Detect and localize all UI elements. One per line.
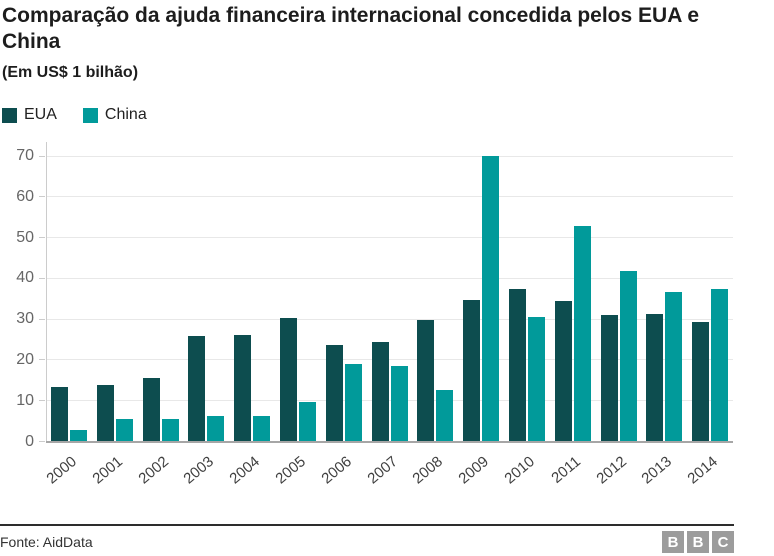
- y-axis-label-50: 50: [16, 228, 34, 246]
- y-axis-label-60: 60: [16, 187, 34, 205]
- bar-eua-2008: [417, 319, 435, 442]
- bar-eua-2000: [50, 386, 68, 442]
- x-axis-label-2002: 2002: [134, 452, 172, 487]
- x-axis-label-2009: 2009: [455, 452, 493, 487]
- bar-eua-2006: [325, 344, 343, 442]
- x-axis-label-2010: 2010: [501, 452, 538, 487]
- gridline-10: [46, 400, 733, 402]
- chart: 0 10 20 30 40 50 60 70 2000 2001 2002 2003 2004 2005 2…: [2, 140, 734, 512]
- bar-china-2014: [711, 289, 729, 442]
- y-tick-10: [39, 400, 45, 402]
- y-axis-label-0: 0: [25, 432, 34, 450]
- y-tick-0: [39, 441, 45, 442]
- bar-eua-2011: [554, 301, 572, 442]
- legend-item-eua: EUA: [2, 106, 57, 124]
- y-axis-label-20: 20: [16, 350, 34, 368]
- y-tick-30: [39, 318, 45, 320]
- y-tick-70: [39, 155, 45, 157]
- bar-china-2012: [619, 270, 637, 442]
- x-axis-label-2005: 2005: [272, 452, 309, 487]
- y-tick-50: [39, 237, 45, 239]
- x-axis-label-2007: 2007: [363, 452, 401, 487]
- y-axis-label-40: 40: [16, 269, 34, 287]
- y-axis-label-30: 30: [16, 310, 34, 328]
- bar-eua-2014: [692, 321, 710, 442]
- bar-china-2004: [253, 415, 271, 442]
- bar-eua-2005: [279, 317, 297, 442]
- x-axis-line: [46, 441, 733, 443]
- x-axis-label-2001: 2001: [89, 452, 126, 487]
- bar-china-2008: [436, 389, 454, 442]
- x-axis-label-2003: 2003: [180, 452, 218, 487]
- bbc-block-1: B: [687, 531, 709, 553]
- gridline-20: [46, 359, 733, 361]
- bar-china-2010: [527, 316, 545, 442]
- gridline-60: [46, 196, 733, 198]
- x-axis-label-2004: 2004: [226, 452, 264, 487]
- y-tick-40: [39, 277, 45, 279]
- x-axis-label-2008: 2008: [409, 452, 447, 487]
- y-axis-line: [46, 142, 47, 442]
- bar-eua-2012: [600, 315, 618, 442]
- bar-china-2006: [344, 364, 362, 442]
- legend-item-china: China: [82, 106, 147, 124]
- legend: EUA China: [2, 106, 147, 124]
- legend-swatch-eua: [2, 107, 17, 123]
- bar-eua-2009: [463, 300, 481, 442]
- bbc-block-2: C: [712, 531, 734, 553]
- gridline-40: [46, 277, 733, 279]
- bar-china-2000: [69, 430, 87, 442]
- bar-eua-2007: [371, 342, 389, 442]
- bar-eua-2001: [96, 384, 114, 442]
- x-axis-label-2011: 2011: [547, 452, 584, 487]
- bar-eua-2002: [142, 378, 160, 442]
- bar-china-2002: [161, 419, 179, 442]
- x-axis-label-2006: 2006: [318, 452, 355, 487]
- legend-swatch-china: [82, 107, 98, 123]
- bar-eua-2013: [646, 313, 664, 442]
- legend-label-eua: EUA: [24, 106, 57, 123]
- bar-eua-2004: [234, 334, 252, 442]
- x-axis-label-2012: 2012: [592, 452, 630, 487]
- bar-eua-2010: [508, 289, 526, 442]
- gridline-50: [46, 237, 733, 239]
- y-tick-20: [39, 359, 45, 361]
- bar-china-2007: [390, 366, 408, 442]
- legend-label-china: China: [104, 106, 147, 123]
- y-axis-label-70: 70: [16, 147, 34, 164]
- chart-subtitle: (Em US$ 1 bilhão): [2, 64, 139, 81]
- bar-china-2011: [573, 226, 591, 442]
- bbc-block-0: B: [662, 531, 684, 553]
- bar-china-2013: [665, 291, 683, 442]
- bar-eua-2003: [188, 336, 206, 442]
- bar-china-2003: [207, 415, 225, 442]
- x-axis-label-2000: 2000: [43, 452, 80, 487]
- chart-title: Comparação da ajuda financeira internaci…: [2, 4, 700, 53]
- source-label: Fonte: AidData: [0, 534, 93, 550]
- gridline-30: [46, 318, 733, 320]
- y-tick-60: [39, 196, 45, 198]
- x-axis-label-2013: 2013: [638, 452, 676, 487]
- x-axis-label-2014: 2014: [684, 452, 722, 487]
- bar-china-2005: [298, 401, 316, 442]
- bar-china-2001: [115, 419, 133, 442]
- gridline-70: [46, 155, 733, 157]
- y-axis-label-10: 10: [16, 391, 34, 409]
- bar-china-2009: [482, 156, 500, 442]
